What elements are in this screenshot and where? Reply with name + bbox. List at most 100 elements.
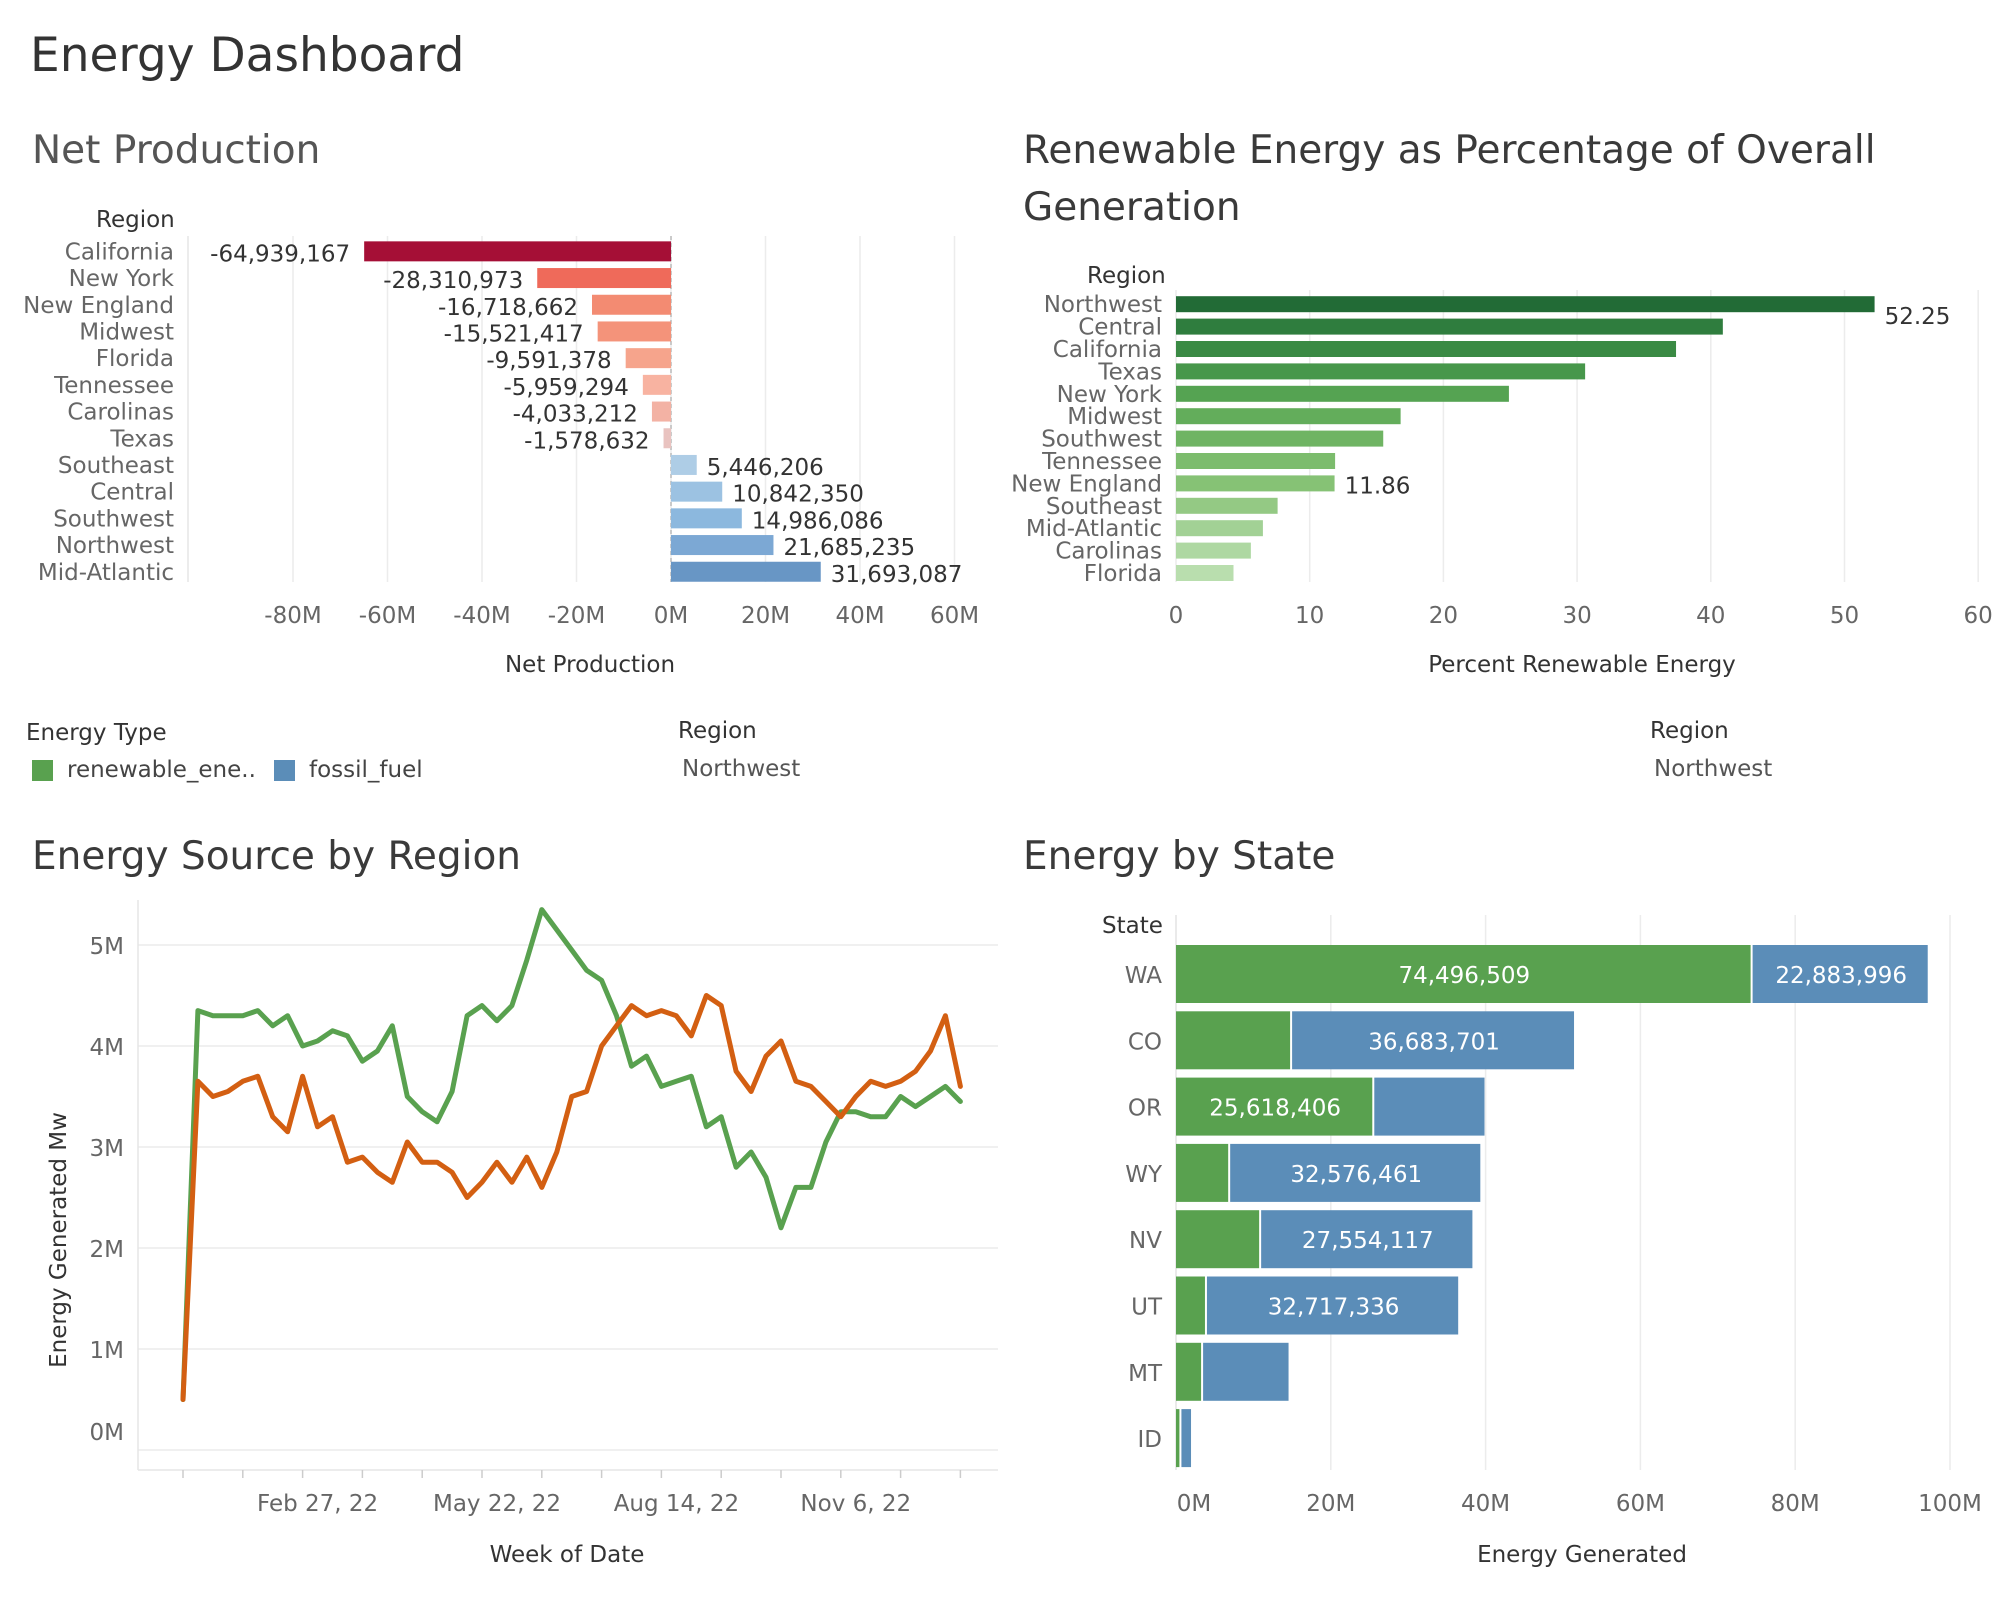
bar [1176, 520, 1263, 537]
category-label: Florida [96, 346, 174, 372]
x-tick-label: 100M [1918, 1491, 1982, 1517]
x-tick-label: 20M [741, 603, 790, 629]
x-tick-label: 0M [654, 603, 688, 629]
x-tick-label: 20M [1306, 1491, 1355, 1517]
x-tick-label: -40M [453, 603, 510, 629]
region-filter-2-label: Region [1650, 718, 1729, 744]
x-axis-title: Net Production [505, 652, 675, 678]
legend-item-fossil[interactable]: fossil_fuel [274, 757, 423, 783]
category-label: NV [1129, 1228, 1162, 1254]
bar-segment-fossil [1230, 1143, 1481, 1202]
data-label: -1,578,632 [524, 428, 649, 454]
bar [642, 374, 671, 395]
bar [597, 321, 671, 342]
bar [671, 454, 697, 475]
data-label: 31,693,087 [831, 562, 963, 588]
bar-segment-fossil [1203, 1342, 1289, 1401]
data-label: -4,033,212 [513, 402, 638, 428]
bar [1176, 453, 1336, 469]
bar-segment-renewable [1176, 1276, 1205, 1335]
legend-item-renewable[interactable]: renewable_ene.. [32, 757, 256, 783]
data-label: -64,939,167 [210, 241, 350, 267]
legend-label-renewable: renewable_ene.. [67, 757, 256, 783]
data-label: 27,554,117 [1302, 1228, 1434, 1254]
x-axis-title: Energy Generated [1477, 1542, 1687, 1568]
region-filter-2-value[interactable]: Northwest [1654, 756, 1773, 782]
category-label: UT [1131, 1295, 1163, 1321]
data-label: 25,618,406 [1209, 1096, 1341, 1122]
category-label: Midwest [79, 319, 174, 345]
x-tick-label: 20 [1429, 603, 1458, 629]
x-tick-label: Feb 27, 22 [257, 1491, 378, 1517]
region-filter-1-value[interactable]: Northwest [682, 756, 801, 782]
category-label: Northwest [56, 533, 174, 559]
renewable-percentage-title: Renewable Energy as Percentage of Overal… [1023, 128, 1876, 230]
bar-segment-fossil [1292, 1011, 1575, 1070]
row-header: Region [96, 207, 175, 233]
data-label: -15,521,417 [444, 321, 584, 347]
x-tick-label: 10 [1295, 603, 1324, 629]
category-label: WY [1125, 1162, 1163, 1188]
data-label: 52.25 [1885, 304, 1951, 330]
data-label: 74,496,509 [1398, 963, 1530, 989]
category-label: Midwest [1067, 404, 1162, 430]
data-label: 22,883,996 [1775, 963, 1907, 989]
x-tick-label: 60M [930, 603, 979, 629]
category-label: Northwest [1044, 292, 1162, 318]
bar [1176, 341, 1677, 357]
bar [537, 268, 671, 289]
x-tick-label: 60 [1964, 603, 1993, 629]
bar [1176, 363, 1586, 380]
category-label: Central [90, 480, 174, 506]
bar [364, 241, 671, 262]
data-label: 36,683,701 [1368, 1029, 1500, 1055]
y-tick-label: 5M [90, 934, 124, 960]
bar [1176, 408, 1401, 425]
data-label: 5,446,206 [707, 455, 824, 481]
data-label: -9,591,378 [486, 348, 611, 374]
region-filter-1-label: Region [678, 718, 757, 744]
x-tick-label: 30 [1562, 603, 1591, 629]
bar [625, 348, 671, 369]
x-tick-label: Nov 6, 22 [800, 1491, 911, 1517]
y-tick-label: 1M [90, 1338, 124, 1364]
bar [1176, 430, 1384, 447]
category-label: Tennessee [1041, 449, 1162, 475]
category-label: New England [23, 293, 174, 319]
category-label: Southwest [53, 506, 174, 532]
category-label: California [1053, 337, 1162, 363]
bar-segment-renewable [1176, 1210, 1260, 1269]
category-label: Southeast [58, 453, 174, 479]
category-label: California [65, 239, 174, 265]
bar [592, 294, 671, 315]
bar [671, 561, 821, 582]
data-label: 32,717,336 [1268, 1295, 1400, 1321]
legend-swatch-fossil [274, 759, 295, 781]
data-label: -5,959,294 [503, 375, 628, 401]
x-tick-label: 40M [1461, 1491, 1510, 1517]
category-label: Carolinas [67, 400, 174, 426]
category-label: Tennessee [53, 373, 174, 399]
series-line-0 [180, 907, 963, 1402]
x-tick-label: 40M [835, 603, 884, 629]
category-label: New York [1057, 382, 1163, 408]
bar-segment-renewable [1176, 1409, 1180, 1468]
y-tick-label: 0M [90, 1420, 124, 1446]
x-tick-label: Aug 14, 22 [614, 1491, 739, 1517]
x-tick-label: 60M [1616, 1491, 1665, 1517]
x-axis-title: Week of Date [490, 1542, 645, 1568]
bar-segment-fossil [1261, 1210, 1473, 1269]
bar [1176, 475, 1335, 492]
x-tick-label: 0 [1169, 603, 1184, 629]
x-tick-label: 50 [1830, 603, 1859, 629]
y-tick-label: 3M [90, 1136, 124, 1162]
category-label: Texas [109, 426, 174, 452]
bar [1176, 318, 1723, 335]
bar-segment-fossil [1181, 1409, 1192, 1468]
category-label: WA [1125, 963, 1162, 989]
bar-segment-renewable [1176, 1011, 1291, 1070]
bar-segment-fossil [1374, 1077, 1485, 1136]
x-tick-label: May 22, 22 [433, 1491, 561, 1517]
legend-title: Energy Type [26, 720, 167, 746]
data-label: 32,576,461 [1290, 1162, 1422, 1188]
